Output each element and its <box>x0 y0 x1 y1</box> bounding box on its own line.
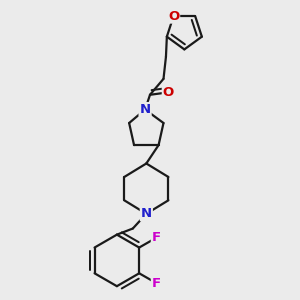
Text: F: F <box>152 231 161 244</box>
Text: O: O <box>163 86 174 99</box>
Text: O: O <box>168 10 179 22</box>
Text: N: N <box>140 103 151 116</box>
Text: F: F <box>152 277 161 290</box>
Text: N: N <box>141 207 152 220</box>
